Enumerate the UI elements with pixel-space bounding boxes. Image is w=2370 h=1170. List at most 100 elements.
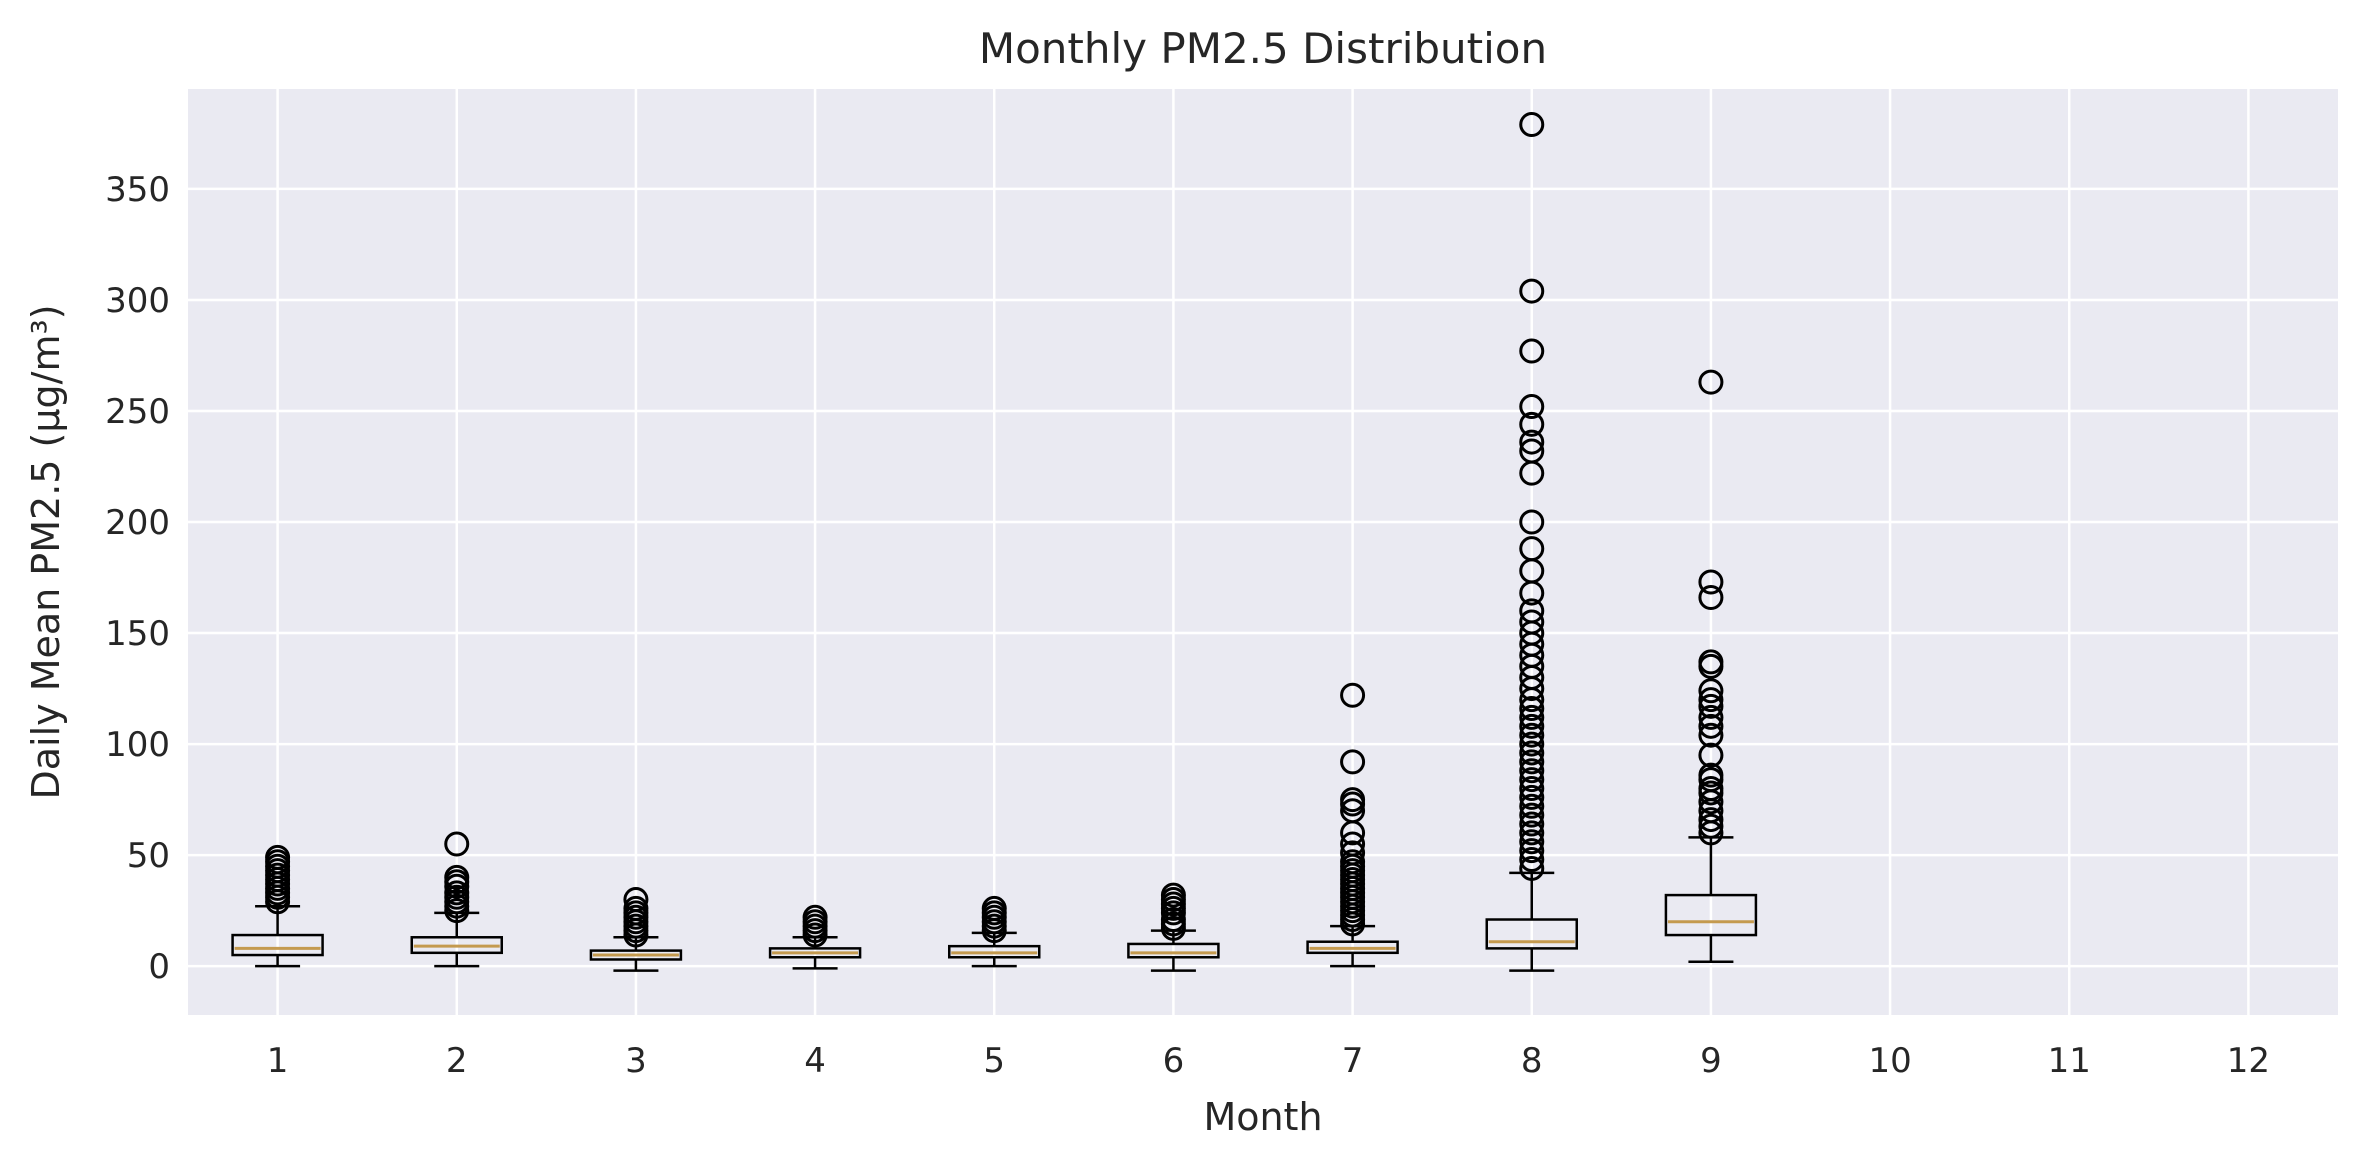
outlier-point (1698, 693, 1724, 719)
outlier-point (1340, 849, 1366, 875)
box-month-6 (1127, 882, 1220, 972)
outlier-point (1519, 775, 1545, 801)
outlier-point (1698, 713, 1724, 739)
x-tick-label: 4 (804, 1041, 826, 1081)
outlier-point (1519, 722, 1545, 748)
outlier-point (1519, 338, 1545, 364)
y-tick-label: 250 (105, 392, 170, 432)
iqr-box (768, 947, 862, 959)
outlier-point (1519, 820, 1545, 846)
grid-lines (188, 89, 2338, 1015)
outlier-point (444, 831, 470, 857)
box-month-3 (589, 887, 683, 972)
x-tick-label: 9 (1700, 1041, 1722, 1081)
outlier-point (1519, 829, 1545, 855)
x-tick-label: 8 (1521, 1041, 1543, 1081)
outlier-point (1698, 585, 1724, 611)
y-tick-label: 200 (105, 503, 170, 543)
iqr-box (231, 933, 324, 957)
box-series (231, 112, 1758, 972)
outlier-point (1519, 793, 1545, 819)
outlier-point (1519, 411, 1545, 437)
iqr-box (1664, 893, 1758, 937)
outlier-point (1340, 831, 1366, 857)
outlier-point (1698, 678, 1724, 704)
box-month-4 (768, 904, 862, 970)
iqr-box (1127, 942, 1220, 959)
outlier-point (1698, 742, 1724, 768)
outlier-point (1519, 802, 1545, 828)
outlier-point (1340, 840, 1366, 866)
outlier-point (1340, 787, 1366, 813)
outlier-point (1519, 112, 1545, 138)
outlier-point (444, 880, 470, 906)
x-tick-label: 12 (2227, 1041, 2270, 1081)
outlier-point (1519, 731, 1545, 757)
outlier-point (1160, 882, 1186, 908)
y-tick-label: 100 (105, 725, 170, 765)
outlier-point (1519, 811, 1545, 837)
outlier-point (623, 887, 649, 913)
outlier-point (1698, 775, 1724, 801)
outlier-point (1519, 438, 1545, 464)
iqr-box (1485, 918, 1578, 950)
outlier-point (1698, 649, 1724, 675)
outlier-point (1519, 784, 1545, 810)
outlier-point (1340, 682, 1366, 708)
outlier-point (1519, 838, 1545, 864)
x-axis-label: Month (1203, 1095, 1322, 1139)
outlier-point (623, 895, 649, 921)
x-tick-label: 6 (1163, 1041, 1185, 1081)
outlier-point (1519, 609, 1545, 635)
outlier-point (1519, 704, 1545, 730)
outlier-point (981, 895, 1007, 921)
x-tick-label: 1 (267, 1041, 289, 1081)
outlier-point (1698, 813, 1724, 839)
outlier-point (1519, 696, 1545, 722)
outlier-point (802, 904, 828, 930)
x-tick-label: 11 (2048, 1041, 2091, 1081)
iqr-box (410, 936, 503, 955)
outlier-point (1160, 907, 1186, 933)
outlier-point (1519, 767, 1545, 793)
outlier-point (1340, 749, 1366, 775)
outlier-point (1519, 536, 1545, 562)
y-tick-label: 50 (127, 836, 170, 876)
box-month-9 (1664, 369, 1758, 963)
outlier-point (1519, 855, 1545, 881)
y-axis-label: Daily Mean PM2.5 (µg/m³) (24, 304, 68, 799)
y-tick-label: 150 (105, 614, 170, 654)
outlier-point (444, 864, 470, 890)
box-month-5 (948, 895, 1041, 968)
y-tick-label: 0 (148, 947, 170, 987)
outlier-point (1698, 722, 1724, 748)
y-tick-label: 350 (105, 170, 170, 210)
outlier-point (1519, 847, 1545, 873)
box-month-2 (410, 831, 503, 968)
outlier-point (1698, 569, 1724, 595)
x-tick-label: 5 (983, 1041, 1005, 1081)
x-tick-label: 7 (1342, 1041, 1364, 1081)
outlier-point (1698, 687, 1724, 713)
plot-area (188, 89, 2338, 1015)
box-month-7 (1306, 682, 1399, 968)
outlier-point (1519, 749, 1545, 775)
outlier-point (1519, 713, 1545, 739)
x-tick-label: 10 (1868, 1041, 1911, 1081)
iqr-box (1306, 940, 1399, 955)
outlier-point (265, 844, 291, 870)
outlier-point (1698, 807, 1724, 833)
outlier-point (1340, 798, 1366, 824)
outlier-point (1698, 369, 1724, 395)
chart-title: Monthly PM2.5 Distribution (979, 24, 1547, 73)
y-tick-label: 300 (105, 281, 170, 321)
box-month-1 (231, 844, 324, 968)
x-tick-label: 3 (625, 1041, 647, 1081)
outlier-point (1519, 740, 1545, 766)
iqr-box (948, 944, 1041, 959)
outlier-point (1519, 758, 1545, 784)
outlier-point (1698, 762, 1724, 788)
outlier-point (1519, 429, 1545, 455)
